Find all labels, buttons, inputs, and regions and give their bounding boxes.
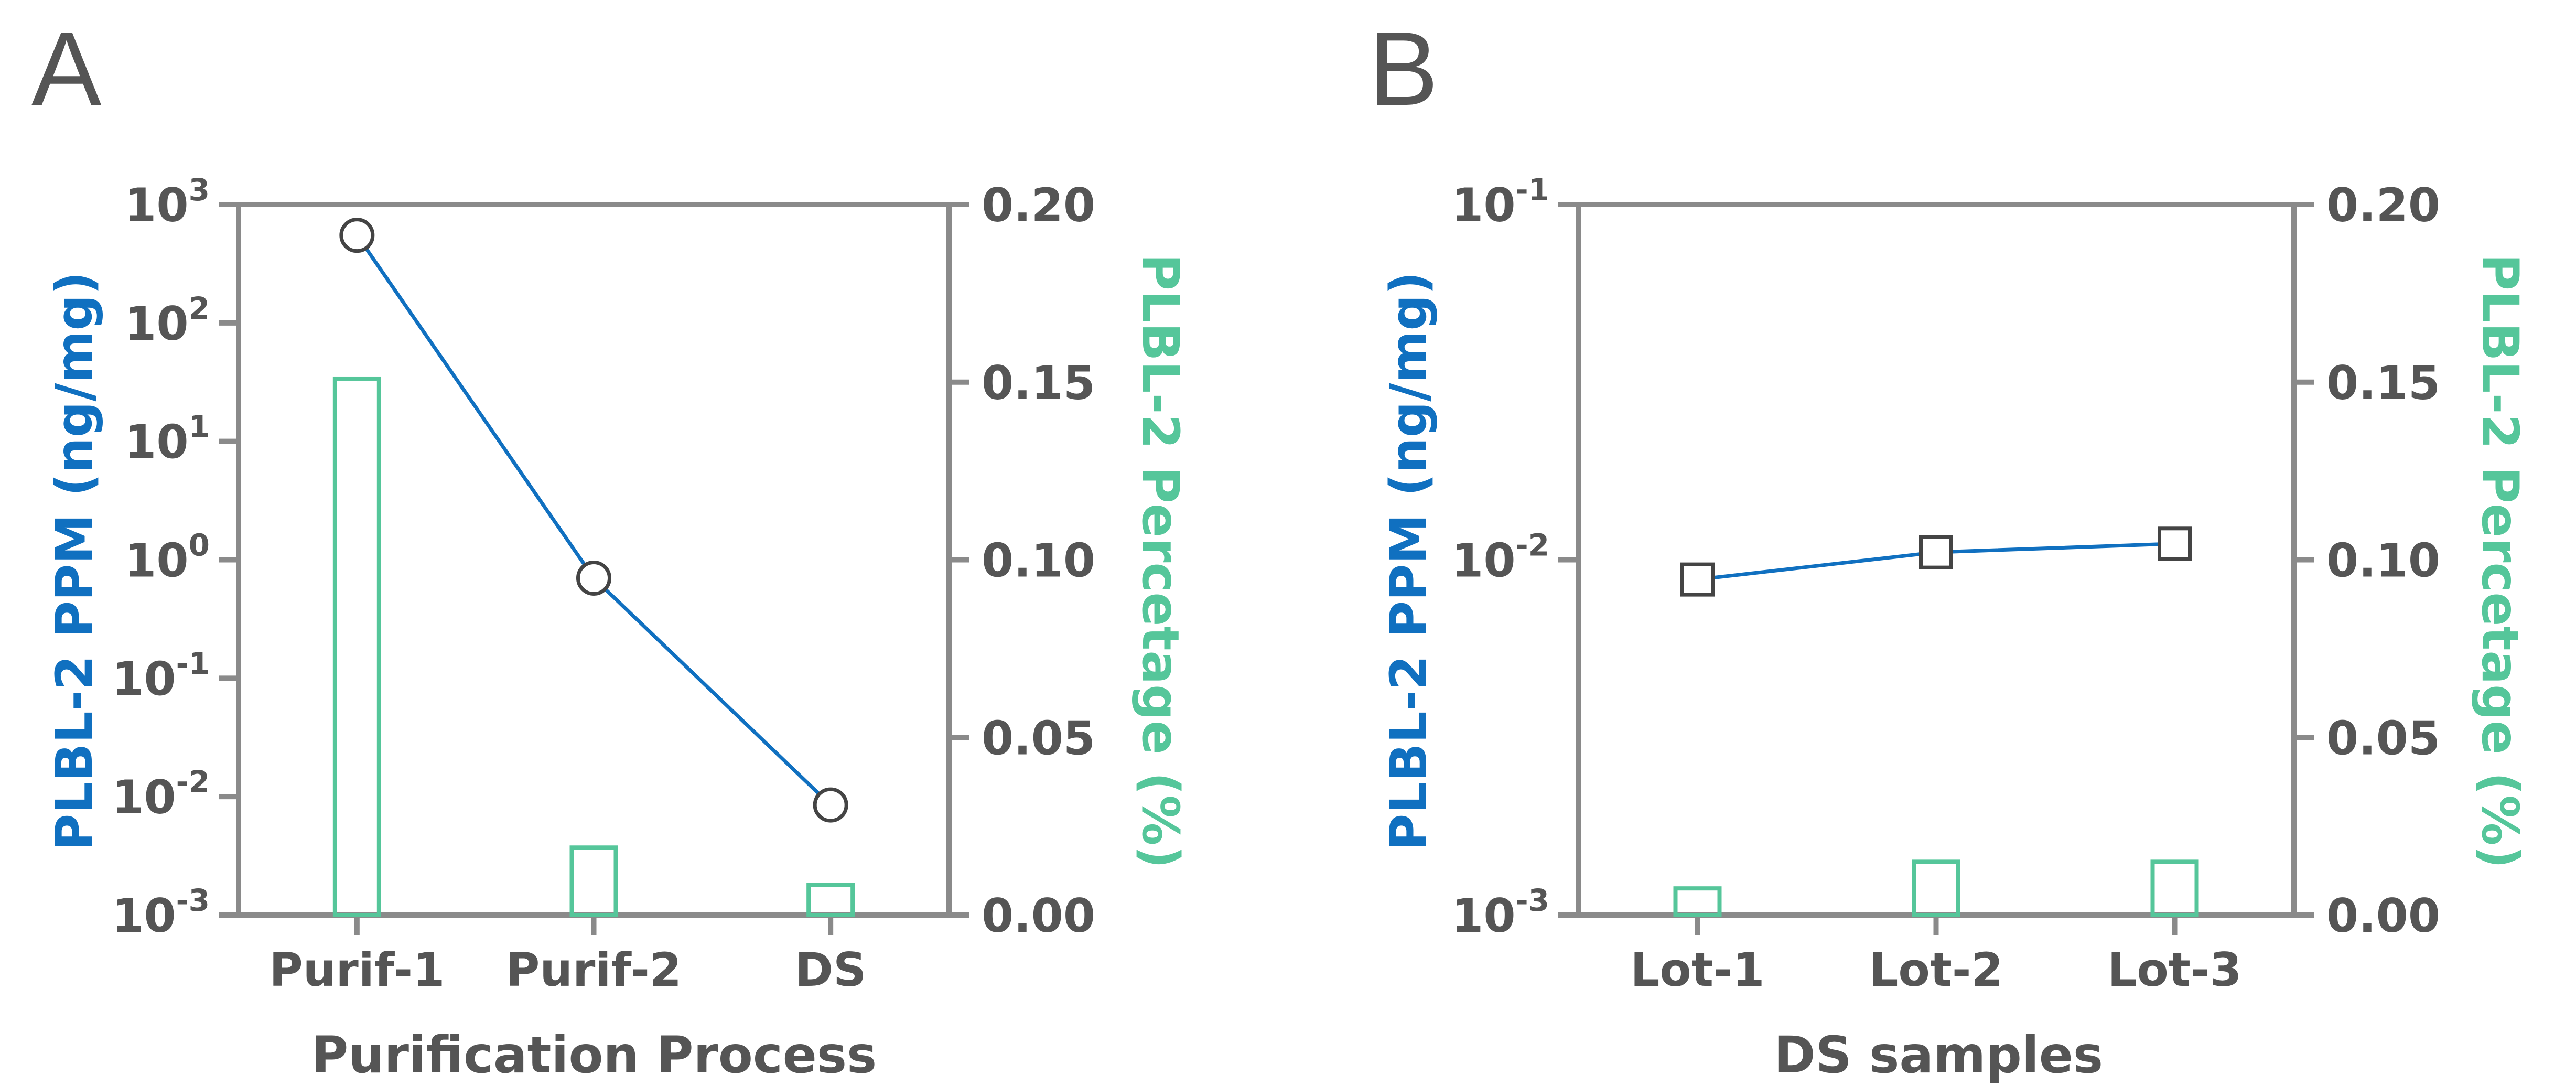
x-tick-label: Lot-2 [1869, 943, 2003, 997]
left-tick-label: 100 [124, 528, 210, 588]
x-tick-label: DS [795, 943, 866, 997]
right-tick-label: 0.00 [2326, 889, 2440, 943]
panel-a-x-axis-label: Purification Process [311, 1026, 877, 1084]
panel-b-right-y-axis-label: PLBL-2 Percetage (%) [2471, 254, 2529, 869]
panel-a-line-series [339, 218, 848, 823]
left-tick-label: 10-2 [112, 764, 210, 824]
data-point [576, 560, 611, 596]
data-point [339, 218, 375, 253]
right-tick-label: 0.20 [2326, 178, 2440, 232]
bar [1912, 859, 1960, 917]
panel-b-bars [1673, 859, 2199, 917]
data-point [1919, 535, 1953, 569]
x-tick-label: Purif-1 [269, 943, 445, 997]
left-tick-label: 10-1 [1451, 172, 1549, 232]
x-tick-label: Lot-3 [2107, 943, 2241, 997]
panel-a-bars [332, 376, 855, 918]
x-tick-label: Purif-2 [506, 943, 682, 997]
bar [806, 883, 855, 917]
right-tick-label: 0.05 [982, 711, 1095, 765]
panel-b: B 10-1 10-2 10-3 0.20 0.15 0.10 0.05 0.00 Lot-1 L… [1368, 10, 2529, 1084]
panel-a-ticks: 103 102 101 100 10-1 10-2 10-3 0.20 0.15 0.10 0.05… [112, 172, 1095, 997]
left-tick-label: 101 [124, 409, 210, 469]
panel-b-ticks: 10-1 10-2 10-3 0.20 0.15 0.10 0.05 0.00 Lot-1 Lot… [1451, 172, 2440, 997]
bar [2150, 859, 2199, 917]
panel-b-axes [1558, 202, 2314, 935]
panel-b-x-axis-label: DS samples [1774, 1026, 2103, 1084]
panel-b-line-series [1680, 526, 2192, 597]
right-tick-label: 0.10 [982, 534, 1095, 588]
panel-a: A 103 102 101 100 10-1 10-2 10-3 0.20 0.15 0.10 0.… [31, 10, 1190, 1084]
panel-a-right-y-axis-label: PLBL-2 Percetage (%) [1131, 254, 1190, 869]
right-tick-label: 0.15 [2326, 356, 2440, 410]
left-tick-label: 103 [124, 172, 210, 232]
right-tick-label: 0.20 [982, 178, 1095, 232]
series-line [355, 234, 832, 807]
panel-b-left-y-axis-label: PLBL-2 PPM (ng/mg) [1379, 272, 1438, 851]
data-point [1680, 562, 1715, 597]
left-tick-label: 10-3 [112, 883, 210, 943]
right-tick-label: 0.15 [982, 356, 1095, 410]
x-tick-label: Lot-1 [1630, 943, 1764, 997]
bar [1673, 886, 1722, 917]
right-tick-label: 0.10 [2326, 534, 2440, 588]
left-tick-label: 10-1 [112, 646, 210, 706]
left-tick-label: 10-2 [1451, 528, 1549, 588]
data-point [2158, 526, 2192, 561]
bar [332, 376, 381, 917]
right-tick-label: 0.00 [982, 889, 1095, 943]
right-tick-label: 0.05 [2326, 711, 2440, 765]
panel-a-letter: A [31, 10, 102, 127]
panel-b-letter: B [1368, 10, 1438, 127]
bar [569, 845, 618, 918]
panel-a-left-y-axis-label: PLBL-2 PPM (ng/mg) [45, 272, 104, 851]
left-tick-label: 102 [124, 291, 210, 351]
left-tick-label: 10-3 [1451, 883, 1549, 943]
data-point [813, 787, 848, 823]
